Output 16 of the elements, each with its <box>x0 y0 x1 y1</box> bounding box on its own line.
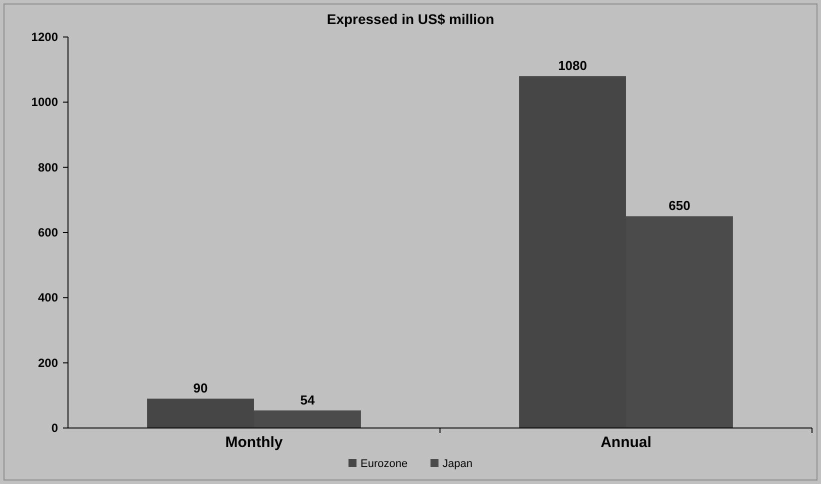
y-tick-label: 1000 <box>31 95 58 110</box>
y-tick-label: 600 <box>38 226 58 240</box>
y-tick-label: 400 <box>38 290 58 305</box>
y-tick-label: 0 <box>51 421 58 435</box>
data-label: 1080 <box>558 58 587 74</box>
legend-label: Japan <box>442 458 472 470</box>
x-tick-label: Annual <box>600 434 652 451</box>
x-tick-label: Monthly <box>225 434 284 451</box>
chart-title: Expressed in US$ million <box>326 11 494 27</box>
y-tick-label: 1200 <box>31 30 58 44</box>
data-label: 90 <box>193 380 208 396</box>
data-label: 650 <box>668 198 690 214</box>
y-tick-label: 200 <box>38 356 58 370</box>
data-label: 54 <box>300 392 316 408</box>
y-tick-label: 800 <box>38 160 58 174</box>
legend-label: Eurozone <box>360 458 408 470</box>
